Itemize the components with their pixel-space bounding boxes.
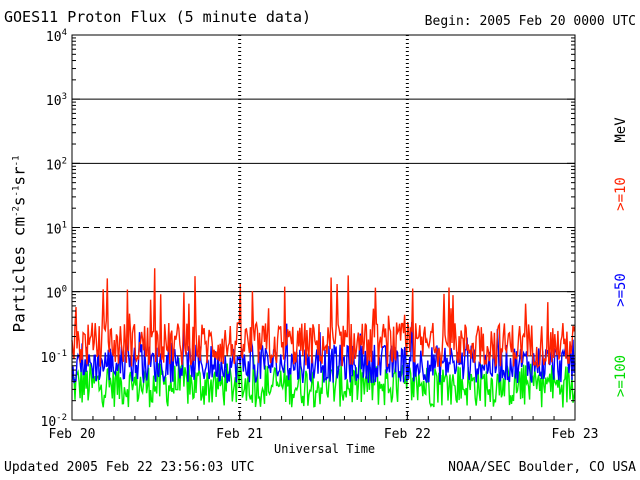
legend-series-ge50: >=50 <box>613 273 629 307</box>
legend-series-ge100: >=100 <box>613 354 629 398</box>
y-tick-label: 102 <box>46 156 67 173</box>
y-axis-label: Particles cm-2s-1sr-1 <box>9 155 29 333</box>
credit-text: NOAA/SEC Boulder, CO USA <box>448 460 636 475</box>
x-axis-label: Universal Time <box>274 442 376 456</box>
threshold-lines <box>72 98 575 357</box>
y-tick-label: 104 <box>46 28 67 45</box>
plot-frame <box>71 34 576 421</box>
x-axis-ticks: Feb 20 Feb 21 Feb 22 Feb 23 <box>49 412 599 442</box>
x-tick-label: Feb 22 <box>384 427 431 442</box>
x-tick-label: Feb 20 <box>49 427 96 442</box>
series-line-1 <box>71 322 576 384</box>
begin-time: Begin: 2005 Feb 20 0000 UTC <box>424 14 636 29</box>
legend-series-ge10: >=10 <box>613 177 629 211</box>
energy-unit-label: MeV <box>613 117 629 143</box>
y-tick-label: 10-1 <box>41 349 68 366</box>
series-line-0 <box>71 268 576 369</box>
x-tick-label: Feb 23 <box>552 427 599 442</box>
y-tick-label: 101 <box>46 221 67 238</box>
y-axis-ticks: 10-2 10-1 100 101 102 103 104 <box>41 28 575 430</box>
chart-title: GOES11 Proton Flux (5 minute data) <box>4 8 312 26</box>
data-series <box>71 268 576 408</box>
x-tick-label: Feb 21 <box>216 427 263 442</box>
y-tick-label: 103 <box>46 92 67 109</box>
y-tick-label: 100 <box>46 285 67 302</box>
y-tick-label: 10-2 <box>41 413 68 430</box>
day-boundary-marks <box>238 35 409 420</box>
updated-timestamp: Updated 2005 Feb 22 23:56:03 UTC <box>4 460 255 475</box>
